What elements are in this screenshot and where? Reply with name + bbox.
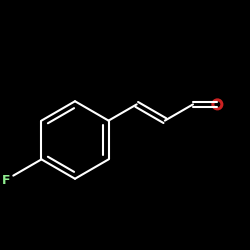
Text: F: F [2,174,11,187]
